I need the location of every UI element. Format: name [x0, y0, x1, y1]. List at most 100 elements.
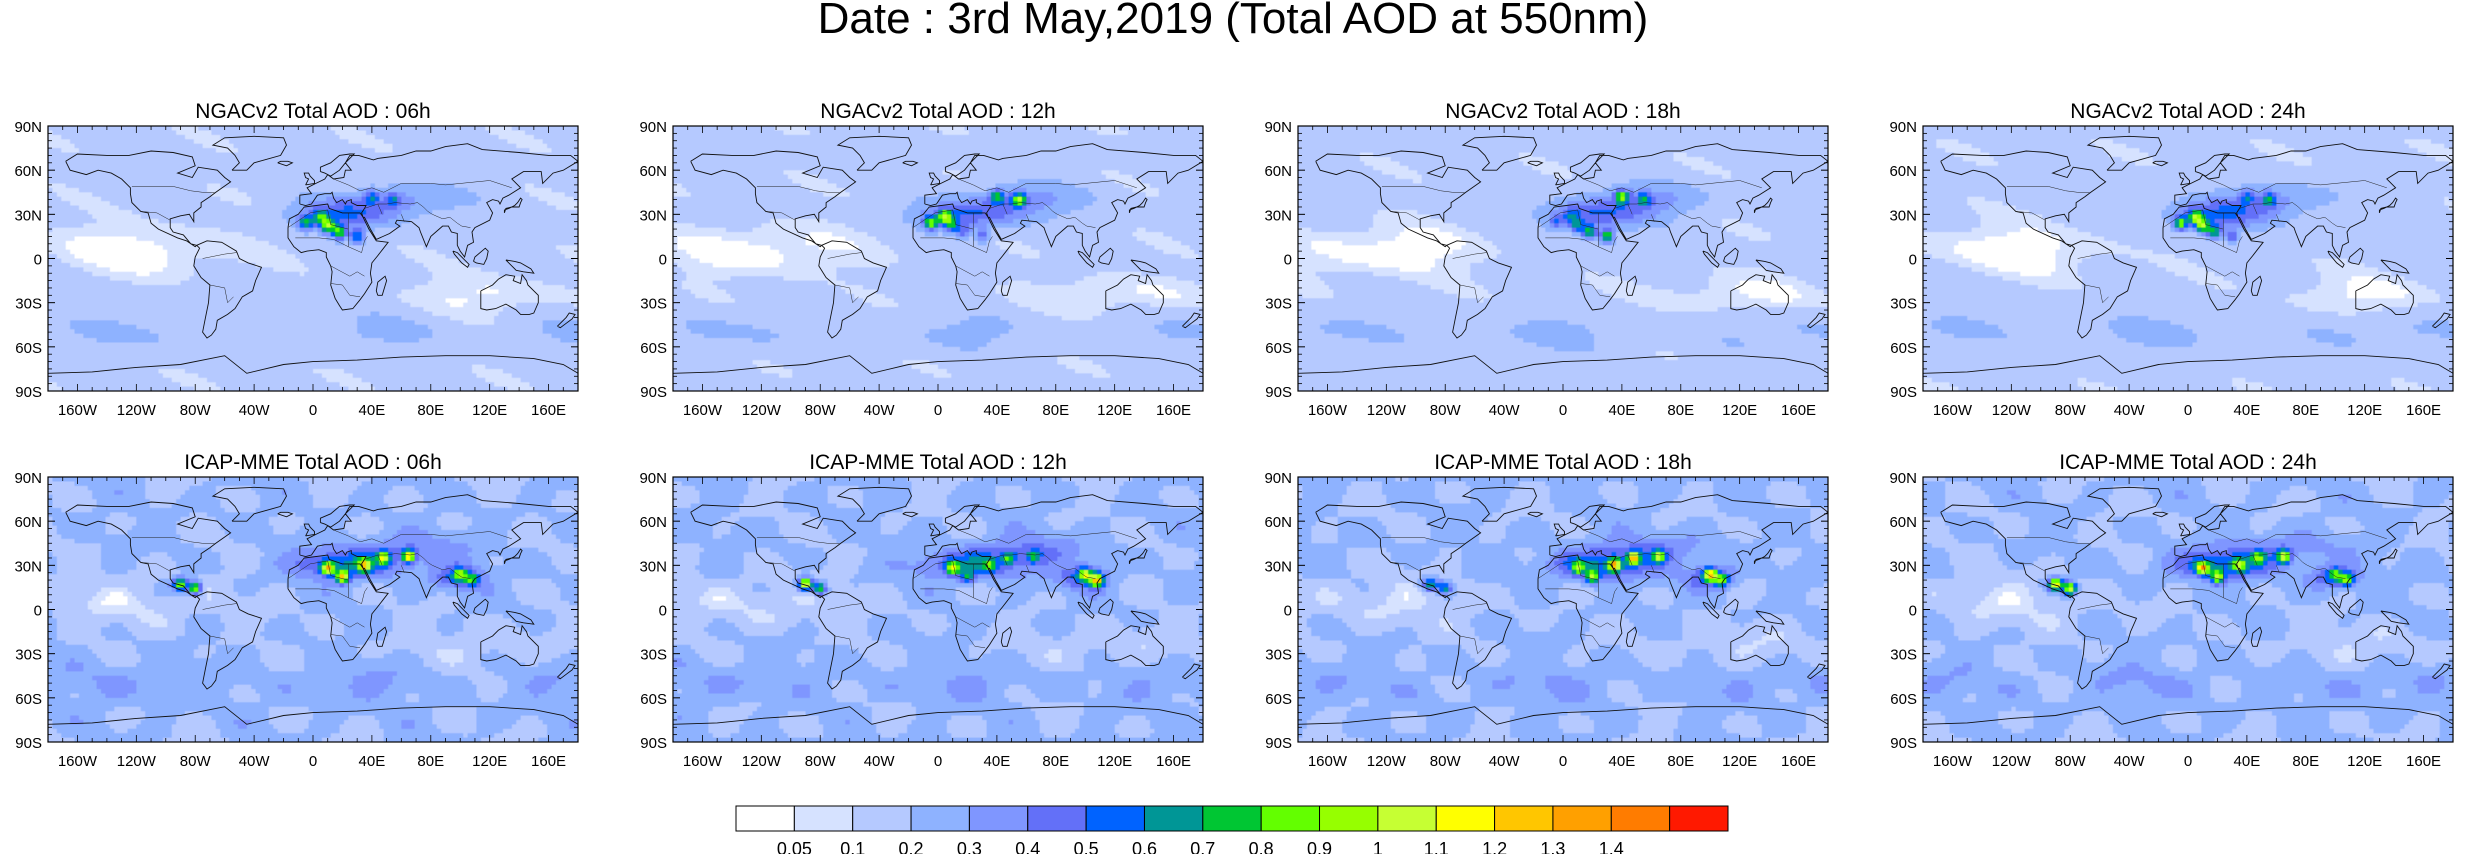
- panel-title: ICAP-MME Total AOD : 12h: [809, 451, 1067, 474]
- lon-tick-label: 0: [934, 753, 942, 770]
- colorbar-label: 1.2: [1482, 839, 1507, 854]
- lon-tick-label: 120W: [1992, 402, 2032, 419]
- lon-tick-label: 80W: [1430, 402, 1462, 419]
- lon-tick-label: 40W: [864, 402, 896, 419]
- lon-tick-label: 120W: [1367, 753, 1407, 770]
- lat-tick-label: 0: [1909, 252, 1917, 269]
- panel-title: NGACv2 Total AOD : 06h: [195, 100, 430, 123]
- map-panel: ICAP-MME Total AOD : 12h 90N 60N 30N 0 30S 60S…: [639, 451, 1204, 770]
- coastlines: [48, 486, 578, 725]
- lon-tick-label: 80E: [417, 753, 444, 770]
- lon-tick-label: 120E: [1722, 402, 1757, 419]
- lat-tick-label: 30N: [1264, 558, 1292, 575]
- lon-tick-label: 80W: [805, 402, 837, 419]
- lat-tick-label: 0: [1284, 252, 1292, 269]
- lon-tick-label: 160E: [2406, 402, 2441, 419]
- coastlines: [673, 486, 1203, 725]
- colorbar-label: 0.9: [1307, 839, 1332, 854]
- country-borders: [2006, 178, 2387, 304]
- lon-tick-label: 120W: [1992, 753, 2032, 770]
- lon-tick-label: 40E: [359, 402, 386, 419]
- lon-tick-label: 0: [1559, 402, 1567, 419]
- colorbar-label: 0.5: [1074, 839, 1099, 854]
- lat-tick-label: 90S: [1265, 735, 1292, 752]
- lat-tick-label: 60N: [1889, 163, 1917, 180]
- lat-tick-label: 90S: [1890, 384, 1917, 401]
- lon-tick-label: 80W: [805, 753, 837, 770]
- colorbar-label: 1.1: [1424, 839, 1449, 854]
- lat-tick-label: 0: [1909, 603, 1917, 620]
- colorbar-swatch: [1494, 805, 1554, 832]
- colorbar-swatch: [968, 805, 1029, 832]
- colorbar-swatch: [1377, 805, 1437, 832]
- lat-tick-label: 90N: [1889, 470, 1917, 487]
- colorbar-label: 0.2: [899, 839, 924, 854]
- panel-title: ICAP-MME Total AOD : 06h: [184, 451, 442, 474]
- lat-tick-label: 60S: [15, 691, 42, 708]
- map-panel: ICAP-MME Total AOD : 06h 90N 60N 30N 0 30S 60S…: [14, 451, 579, 770]
- lat-tick-label: 60S: [1890, 691, 1917, 708]
- colorbar-swatch: [1319, 805, 1379, 832]
- lon-tick-label: 120W: [742, 402, 782, 419]
- panel-title: NGACv2 Total AOD : 12h: [820, 100, 1055, 123]
- lat-tick-label: 30N: [1264, 207, 1292, 224]
- aod-field: [1923, 126, 2453, 391]
- map-panel: NGACv2 Total AOD : 06h 90N 60N 30N 0 30S 60S 90…: [14, 100, 579, 419]
- lon-tick-label: 0: [1559, 753, 1567, 770]
- lat-tick-label: 0: [659, 252, 667, 269]
- country-borders: [1381, 529, 1762, 655]
- lat-tick-label: 60S: [1265, 340, 1292, 357]
- lon-tick-label: 160W: [1933, 753, 1973, 770]
- colorbar-swatch: [1085, 805, 1145, 832]
- lat-tick-label: 30S: [640, 647, 667, 664]
- lat-tick-label: 30S: [640, 296, 667, 313]
- lat-tick-label: 30N: [14, 558, 42, 575]
- lon-tick-label: 120E: [1722, 753, 1757, 770]
- lat-tick-label: 90S: [15, 384, 42, 401]
- lat-tick-label: 90S: [640, 384, 667, 401]
- country-borders: [756, 529, 1137, 655]
- panel-title: NGACv2 Total AOD : 24h: [2070, 100, 2305, 123]
- lon-tick-label: 0: [309, 402, 317, 419]
- lat-tick-label: 0: [659, 603, 667, 620]
- colorbar-label: 0.05: [777, 839, 812, 854]
- lon-tick-label: 40W: [239, 402, 271, 419]
- lat-tick-label: 60N: [639, 514, 667, 531]
- lon-tick-label: 0: [2184, 402, 2192, 419]
- colorbar-swatch: [1552, 805, 1612, 832]
- lon-tick-label: 40W: [239, 753, 271, 770]
- lat-tick-label: 30S: [15, 296, 42, 313]
- aod-field: [1923, 477, 2453, 742]
- colorbar-swatch: [910, 805, 970, 832]
- lon-tick-label: 160E: [1156, 753, 1191, 770]
- aod-field: [673, 477, 1203, 742]
- map-panel: ICAP-MME Total AOD : 18h 90N 60N 30N 0 30S 60S…: [1264, 451, 1829, 770]
- lat-tick-label: 60S: [640, 691, 667, 708]
- lon-tick-label: 120W: [117, 753, 157, 770]
- coastlines: [1298, 486, 1828, 725]
- lat-tick-label: 30S: [1265, 296, 1292, 313]
- lat-tick-label: 60N: [14, 163, 42, 180]
- lat-tick-label: 30N: [1889, 558, 1917, 575]
- lon-tick-label: 120W: [117, 402, 157, 419]
- lon-tick-label: 80W: [180, 753, 212, 770]
- coastlines: [1923, 486, 2453, 725]
- lon-tick-label: 80E: [417, 402, 444, 419]
- map-panel: NGACv2 Total AOD : 24h 90N 60N 30N 0 30S 60S 90…: [1889, 100, 2454, 419]
- colorbar-label: 1.4: [1599, 839, 1624, 854]
- colorbar-swatch: [1669, 805, 1729, 832]
- lat-tick-label: 60S: [15, 340, 42, 357]
- lat-tick-label: 0: [34, 603, 42, 620]
- colorbar-swatch: [735, 805, 795, 832]
- coastlines: [1298, 135, 1828, 374]
- lon-tick-label: 0: [309, 753, 317, 770]
- lat-tick-label: 90N: [1264, 470, 1292, 487]
- aod-field: [48, 477, 578, 742]
- lon-tick-label: 160W: [1308, 753, 1348, 770]
- panel-title: ICAP-MME Total AOD : 24h: [2059, 451, 2317, 474]
- figure-title: Date : 3rd May,2019 (Total AOD at 550nm): [817, 0, 1649, 43]
- lon-tick-label: 40E: [984, 753, 1011, 770]
- colorbar-label: 0.7: [1190, 839, 1215, 854]
- lat-tick-label: 60S: [640, 340, 667, 357]
- lon-tick-label: 40E: [984, 402, 1011, 419]
